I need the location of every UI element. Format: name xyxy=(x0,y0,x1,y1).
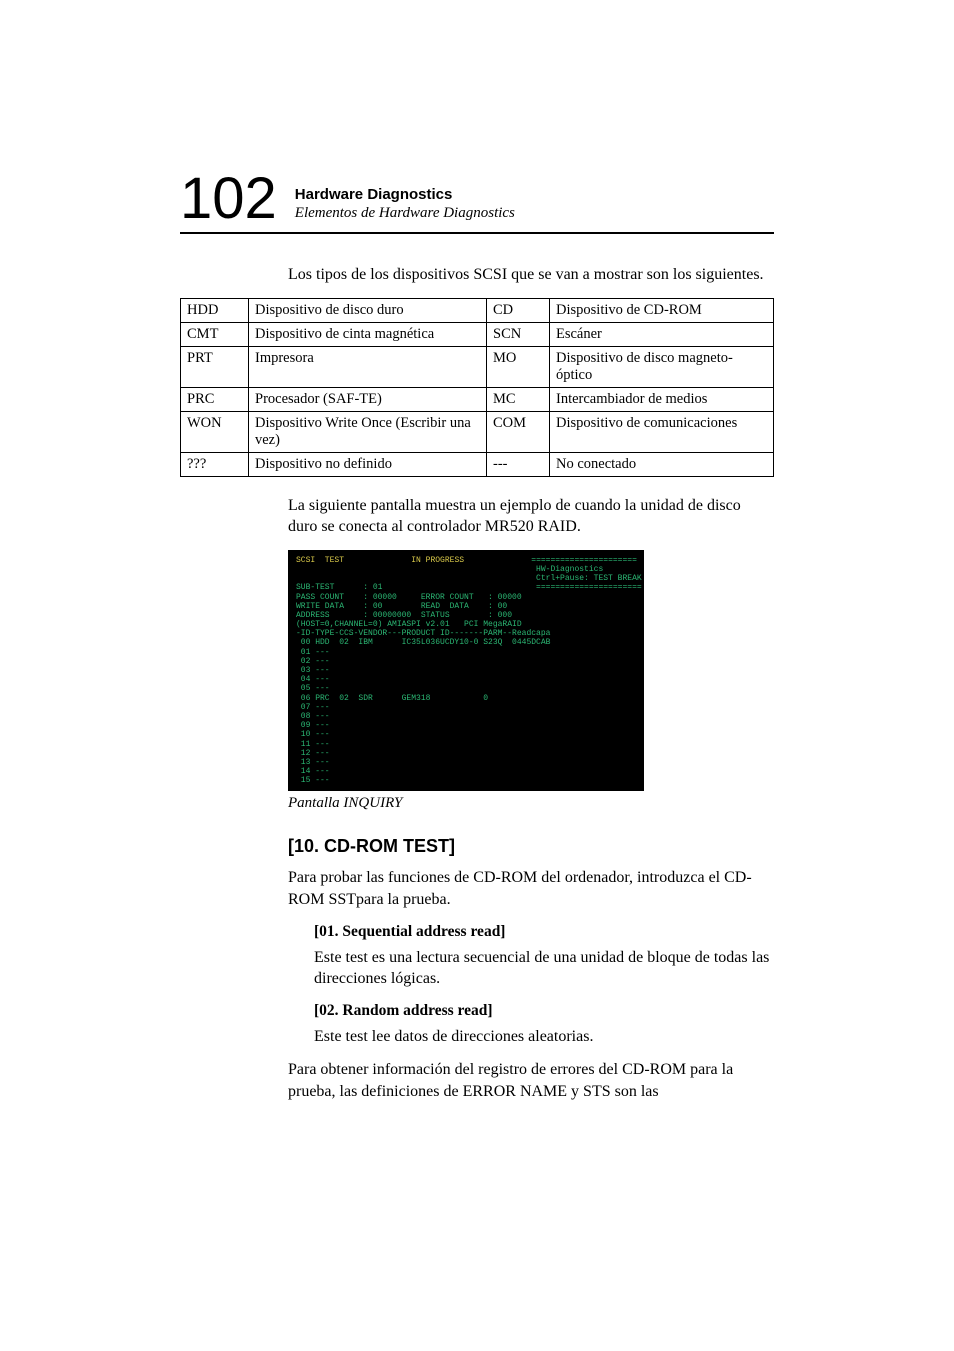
screenshot-wrapper: SCSI TEST IN PROGRESS ==================… xyxy=(288,550,774,813)
cell: SCN xyxy=(487,322,550,346)
scr-line: Ctrl+Pause: TEST BREAK xyxy=(536,574,642,583)
scr-line: IN PROGRESS xyxy=(411,556,464,565)
sub-body: Este test lee datos de direcciones aleat… xyxy=(314,1026,774,1048)
cell: Dispositivo de disco duro xyxy=(249,298,487,322)
cell: ??? xyxy=(181,452,249,476)
cell: MC xyxy=(487,387,550,411)
cell: CD xyxy=(487,298,550,322)
scr-line: 00 HDD 02 IBM IC35L036UCDY10-0 S23Q 0445… xyxy=(296,638,550,647)
header-subtitle: Elementos de Hardware Diagnostics xyxy=(295,204,515,222)
page-header: 102 Hardware Diagnostics Elementos de Ha… xyxy=(180,170,774,234)
cell: Dispositivo de cinta magnética xyxy=(249,322,487,346)
scr-line: 01 --- xyxy=(296,648,330,657)
cell: Escáner xyxy=(550,322,774,346)
section-title: [10. CD-ROM TEST] xyxy=(288,836,774,857)
cell: Intercambiador de medios xyxy=(550,387,774,411)
scr-line: 04 --- xyxy=(296,675,330,684)
cell: Dispositivo de disco magneto-óptico xyxy=(550,346,774,387)
cell: HDD xyxy=(181,298,249,322)
screenshot-caption: Pantalla INQUIRY xyxy=(288,795,774,812)
cell: Dispositivo de CD-ROM xyxy=(550,298,774,322)
cell: Procesador (SAF-TE) xyxy=(249,387,487,411)
table-row: HDD Dispositivo de disco duro CD Disposi… xyxy=(181,298,774,322)
scr-line: 09 --- xyxy=(296,721,330,730)
scr-line: 03 --- xyxy=(296,666,330,675)
scr-line: 05 --- xyxy=(296,684,330,693)
table-row: CMT Dispositivo de cinta magnética SCN E… xyxy=(181,322,774,346)
device-type-table: HDD Dispositivo de disco duro CD Disposi… xyxy=(180,298,774,477)
cell: CMT xyxy=(181,322,249,346)
sub-title: [02. Random address read] xyxy=(314,1002,774,1020)
section-outro: Para obtener información del registro de… xyxy=(288,1059,774,1102)
cell: Impresora xyxy=(249,346,487,387)
scr-line: ====================== xyxy=(536,583,642,592)
scr-line: 15 --- xyxy=(296,776,330,785)
scr-line: ADDRESS : 00000000 STATUS : 000 xyxy=(296,611,512,620)
scr-line: HW-Diagnostics xyxy=(536,565,603,574)
sub-body: Este test es una lectura secuencial de u… xyxy=(314,947,774,990)
cell: WON xyxy=(181,411,249,452)
scr-line: SCSI TEST xyxy=(296,556,344,565)
scr-line: 02 --- xyxy=(296,657,330,666)
scr-line: ====================== xyxy=(531,556,637,565)
scr-line: 06 PRC 02 SDR GEM318 0 xyxy=(296,694,488,703)
cell: Dispositivo no definido xyxy=(249,452,487,476)
header-title: Hardware Diagnostics xyxy=(295,186,515,204)
scr-line: 07 --- xyxy=(296,703,330,712)
page-number: 102 xyxy=(180,170,277,228)
cell: MO xyxy=(487,346,550,387)
scr-line: 11 --- xyxy=(296,740,330,749)
cell: No conectado xyxy=(550,452,774,476)
intro-paragraph: Los tipos de los dispositivos SCSI que s… xyxy=(288,264,774,286)
scr-line: SUB-TEST : 01 xyxy=(296,583,382,592)
cell: Dispositivo Write Once (Escribir una vez… xyxy=(249,411,487,452)
scr-line: 14 --- xyxy=(296,767,330,776)
sub-title: [01. Sequential address read] xyxy=(314,923,774,941)
inquiry-screenshot: SCSI TEST IN PROGRESS ==================… xyxy=(288,550,644,792)
section-intro: Para probar las funciones de CD-ROM del … xyxy=(288,867,774,910)
scr-line: PASS COUNT : 00000 ERROR COUNT : 00000 xyxy=(296,593,522,602)
cell: Dispositivo de comunicaciones xyxy=(550,411,774,452)
page: 102 Hardware Diagnostics Elementos de Ha… xyxy=(0,0,954,1235)
subsection-01: [01. Sequential address read] Este test … xyxy=(314,923,774,1048)
cell: PRT xyxy=(181,346,249,387)
table-row: WON Dispositivo Write Once (Escribir una… xyxy=(181,411,774,452)
header-text-block: Hardware Diagnostics Elementos de Hardwa… xyxy=(295,186,515,228)
scr-line: 08 --- xyxy=(296,712,330,721)
cell: COM xyxy=(487,411,550,452)
cell: --- xyxy=(487,452,550,476)
scr-line: 13 --- xyxy=(296,758,330,767)
cell: PRC xyxy=(181,387,249,411)
after-table-paragraph: La siguiente pantalla muestra un ejemplo… xyxy=(288,495,774,538)
scr-line: 10 --- xyxy=(296,730,330,739)
scr-line: 12 --- xyxy=(296,749,330,758)
scr-line: (HOST=0,CHANNEL=0) AMIASPI v2.01 PCI Meg… xyxy=(296,620,522,629)
section-10: [10. CD-ROM TEST] Para probar las funcio… xyxy=(288,836,774,1102)
table-row: ??? Dispositivo no definido --- No conec… xyxy=(181,452,774,476)
scr-line: WRITE DATA : 00 READ DATA : 00 xyxy=(296,602,507,611)
table-row: PRT Impresora MO Dispositivo de disco ma… xyxy=(181,346,774,387)
table-row: PRC Procesador (SAF-TE) MC Intercambiado… xyxy=(181,387,774,411)
scr-line: -ID-TYPE-CCS-VENDOR---PRODUCT ID-------P… xyxy=(296,629,550,638)
